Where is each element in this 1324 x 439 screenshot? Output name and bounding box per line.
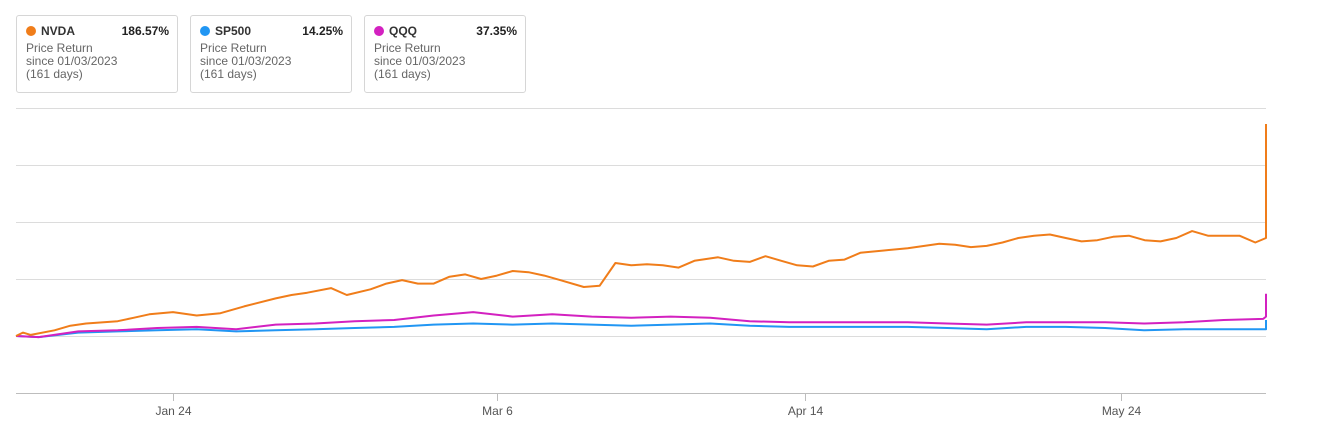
legend-since: since 01/03/2023 [200,54,292,68]
legend-days: (161 days) [374,67,431,81]
price-return-chart[interactable]: Jan 24 Mar 6 Apr 14 May 24 [0,100,1324,439]
qqq-dot-icon [374,26,384,36]
legend-days: (161 days) [26,67,83,81]
nvda-dot-icon [26,26,36,36]
legend-ticker: SP500 [215,24,252,38]
series-line-qqq[interactable] [15,293,1267,339]
x-tick-label: Apr 14 [788,404,824,418]
series-line-sp500[interactable] [15,320,1267,339]
legend-label: Price Return [26,41,93,55]
sp500-dot-icon [200,26,210,36]
legend-since: since 01/03/2023 [374,54,466,68]
legend-card-nvda[interactable]: NVDA 186.57% Price Return since 01/03/20… [16,15,178,93]
x-axis: Jan 24 Mar 6 Apr 14 May 24 [155,393,1141,418]
series-lines[interactable] [15,124,1267,339]
x-tick-label: May 24 [1102,404,1142,418]
legend-days: (161 days) [200,67,257,81]
legend-return: 14.25% [302,24,343,38]
series-line-nvda[interactable] [15,124,1267,337]
legend-since: since 01/03/2023 [26,54,118,68]
grid-lines [16,108,1266,394]
x-tick-label: Jan 24 [155,404,191,418]
legend-ticker: NVDA [41,24,76,38]
legend-return: 37.35% [476,24,517,38]
legend-card-qqq[interactable]: QQQ 37.35% Price Return since 01/03/2023… [364,15,526,93]
legend-label: Price Return [374,41,441,55]
legend-label: Price Return [200,41,267,55]
legend-ticker: QQQ [389,24,418,38]
legend-return: 186.57% [121,24,169,38]
legend-card-sp500[interactable]: SP500 14.25% Price Return since 01/03/20… [190,15,352,93]
x-tick-label: Mar 6 [482,404,513,418]
